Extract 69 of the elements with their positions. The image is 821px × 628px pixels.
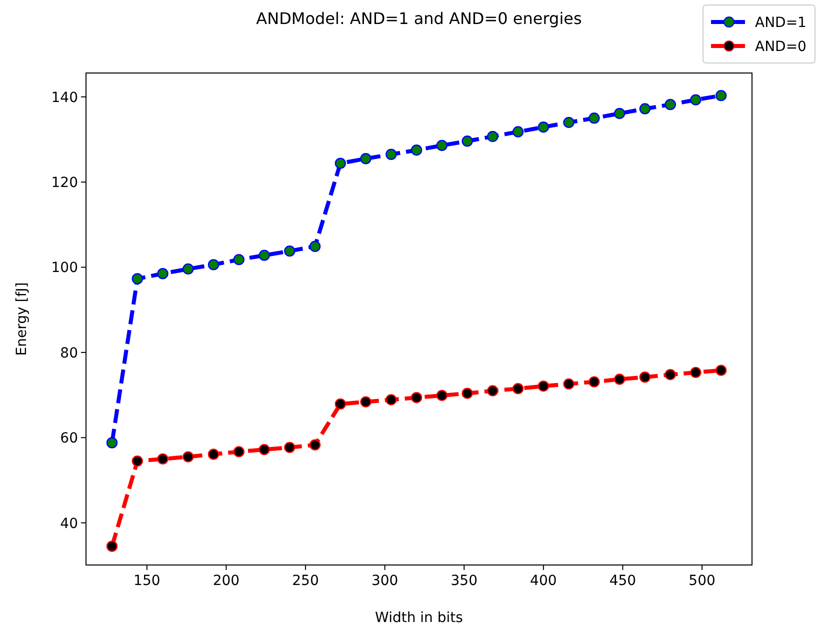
- point: [538, 380, 550, 392]
- point: [233, 254, 244, 266]
- chart-title: ANDModel: AND=1 and AND=0 energies: [256, 9, 582, 28]
- point: [614, 374, 626, 385]
- point: [664, 368, 676, 380]
- point: [360, 153, 372, 164]
- point: [563, 116, 574, 128]
- y-tick-label: 100: [51, 260, 78, 276]
- point: [258, 250, 270, 261]
- point: [309, 439, 321, 450]
- point: [538, 122, 550, 133]
- point: [436, 390, 448, 402]
- point: [309, 240, 321, 252]
- x-tick-label: 400: [530, 573, 557, 589]
- point: [690, 94, 702, 106]
- legend-label: AND=0: [755, 39, 806, 55]
- x-axis-title: Width in bits: [375, 610, 463, 626]
- point: [386, 148, 397, 160]
- y-tick-label: 40: [60, 516, 78, 532]
- point: [563, 378, 574, 390]
- point: [664, 98, 676, 110]
- point: [512, 126, 524, 138]
- x-tick-label: 350: [450, 573, 478, 589]
- point: [410, 144, 422, 156]
- x-tick-label: 150: [134, 573, 160, 589]
- point: [284, 245, 296, 257]
- point: [157, 268, 168, 280]
- point: [284, 442, 296, 454]
- point: [512, 383, 524, 394]
- point: [588, 376, 600, 388]
- point: [106, 540, 118, 552]
- y-tick-label: 140: [51, 90, 78, 106]
- point: [487, 130, 498, 142]
- point: [208, 259, 220, 270]
- x-tick-label: 450: [609, 573, 636, 589]
- x-tick-label: 500: [688, 573, 716, 589]
- y-tick-label: 120: [51, 175, 78, 192]
- point: [182, 451, 194, 462]
- point: [334, 398, 346, 410]
- point: [639, 372, 651, 383]
- point: [690, 366, 702, 378]
- legend-label: AND=1: [755, 15, 806, 31]
- point: [233, 446, 244, 458]
- point: [462, 388, 473, 399]
- x-tick-label: 250: [292, 573, 319, 589]
- y-axis-title: Energy [fJ]: [14, 282, 30, 356]
- y-tick-label: 60: [60, 430, 78, 447]
- point: [715, 364, 727, 376]
- point: [436, 140, 448, 152]
- point: [157, 453, 168, 465]
- point: [487, 385, 498, 396]
- point: [132, 455, 143, 467]
- point: [614, 108, 626, 120]
- y-tick-label: 80: [60, 345, 78, 362]
- point: [208, 448, 220, 460]
- x-tick-label: 200: [212, 573, 240, 589]
- point: [106, 437, 118, 448]
- point: [639, 103, 651, 114]
- point: [258, 444, 270, 456]
- point: [715, 90, 727, 102]
- point: [386, 394, 397, 406]
- point: [360, 396, 372, 408]
- point: [410, 392, 422, 404]
- point: [588, 112, 600, 124]
- point: [334, 158, 346, 169]
- x-tick-label: 300: [371, 573, 398, 589]
- point: [462, 136, 473, 147]
- point: [132, 273, 143, 284]
- point: [182, 263, 194, 275]
